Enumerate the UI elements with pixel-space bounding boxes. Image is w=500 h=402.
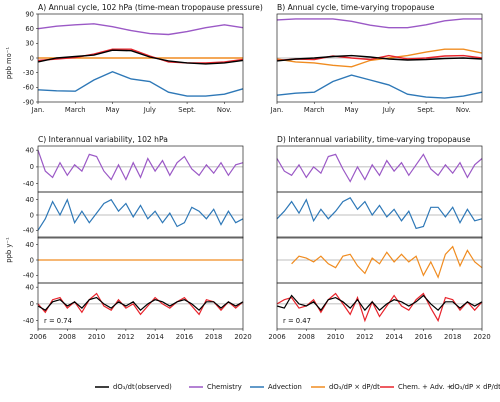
ytick-label: -40 [23,227,34,235]
ytick-label: 40 [25,196,34,204]
panel-D-row-frame [276,145,483,193]
series-chemistry-B [276,18,482,29]
panel-C-row-frame [37,282,244,330]
legend-label-tropopause: dO₃/dP × dP/dt [329,383,380,391]
ytick-label: 40 [25,283,34,291]
ytick-label: -60 [23,84,34,92]
xtick-label: 2006 [29,333,46,341]
xtick-label: May [345,106,359,114]
legend-label-advection: Advection [268,383,302,391]
legend-frac-sum: dO₃/dP × dP/dt [450,383,500,391]
ytick-label: 0 [30,211,34,219]
legend-label-observed: (observed) [135,383,172,391]
panel-A-title: A) Annual cycle, 102 hPa (time-mean trop… [38,3,263,12]
ytick-label: -40 [23,272,34,280]
series-observed-B [276,54,483,62]
xtick-label: 2012 [356,333,373,341]
xtick-label: 2014 [385,333,402,341]
xtick-label: 2016 [176,333,193,341]
ytick-label: 90 [25,10,34,18]
legend-label-sum: Chem. + Adv. + [398,383,452,391]
xtick-label: July [382,106,395,114]
ytick-label: -90 [23,98,34,106]
xtick-label: May [106,106,120,114]
ytick-label: 40 [25,146,34,154]
ytick-label: -30 [23,69,34,77]
xtick-label: 2012 [117,333,134,341]
ytick-label: 40 [25,241,34,249]
xtick-label: July [143,106,156,114]
correlation-label: r = 0.47 [283,317,311,325]
series-chemistry-D [276,153,483,183]
series-observed-C [37,296,244,312]
series-sum-D [276,292,483,323]
series-advection-C [37,198,244,231]
ytick-label: -40 [23,317,34,325]
xtick-label: 2018 [205,333,222,341]
panel-C-title: C) Interannual variability, 102 hPa [38,135,168,144]
xtick-label: March [65,106,86,114]
legend: dO₃/dt (observed) Chemistry Advection dO… [95,383,500,391]
ytick-label: -40 [23,180,34,188]
panel-D-row-frame [276,191,483,239]
panel-D-title: D) Interannual variability, time-varying… [277,135,471,144]
panel-B-title: B) Annual cycle, time-varying tropopause [277,3,435,12]
chart-root: A) Annual cycle, 102 hPa (time-mean trop… [23,3,491,341]
xtick-label: Jan. [270,106,284,114]
xtick-label: Nov. [456,106,471,114]
series-sum-C [37,292,244,316]
series-tropopause-B [276,48,483,68]
correlation-label: r = 0.74 [44,317,72,325]
ytick-label: 0 [30,163,34,171]
series-chemistry-A [37,23,244,36]
ylabel-interannual: ppb y⁻¹ [5,237,13,263]
series-observed-A [37,49,244,65]
xtick-label: 2010 [327,333,344,341]
xtick-label: 2008 [59,333,76,341]
xtick-label: March [304,106,325,114]
series-advection-A [37,70,244,97]
series-observed-D [276,294,483,312]
panel-B-frame [276,13,483,103]
series-tropopause-D [291,245,483,279]
series-advection-D [276,197,483,230]
xtick-label: 2010 [88,333,105,341]
xtick-label: Sept. [178,106,196,114]
legend-label-chemistry: Chemistry [207,383,242,391]
ytick-label: 60 [25,25,34,33]
xtick-label: 2006 [268,333,285,341]
panel-C-row-frame [37,145,244,193]
ylabel-annual: ppb mo⁻¹ [5,47,13,79]
series-sum-A [37,48,244,64]
legend-frac-observed: dO₃/dt [113,383,135,391]
xtick-label: 2020 [234,333,251,341]
xtick-label: Jan. [31,106,45,114]
xtick-label: 2016 [415,333,432,341]
xtick-label: Nov. [217,106,232,114]
xtick-label: 2018 [444,333,461,341]
series-chemistry-C [37,150,244,181]
xtick-label: 2014 [146,333,163,341]
ytick-label: 30 [25,40,34,48]
ytick-label: 0 [30,256,34,264]
xtick-label: 2008 [298,333,315,341]
xtick-label: 2020 [473,333,490,341]
panel-D-row-frame [276,282,483,330]
ytick-label: 0 [30,54,34,62]
ytick-label: 0 [30,300,34,308]
xtick-label: Sept. [417,106,435,114]
series-advection-B [276,74,483,99]
